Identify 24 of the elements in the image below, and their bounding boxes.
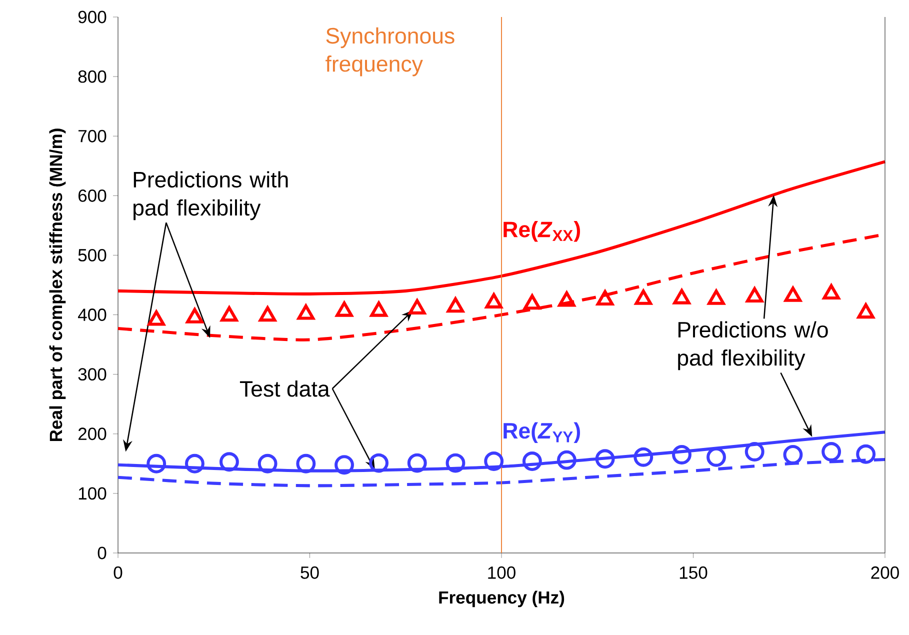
y-tick-label: 300: [78, 368, 106, 381]
y-tick-label: 0: [98, 546, 106, 560]
y-tick-label: 700: [78, 130, 106, 142]
x-tick-label: 100: [488, 566, 516, 579]
x-tick-label: 150: [680, 566, 708, 579]
y-axis-title: Real part of complex stiffness (MN/m): [49, 128, 66, 442]
annotation: Predictions with pad flexibility: [134, 171, 288, 220]
y-tick-label: 800: [78, 70, 106, 83]
y-tick-label: 600: [78, 189, 106, 202]
annotation: Re(Z$_{XX}$): [504, 221, 580, 242]
x-tick-label: 200: [871, 566, 899, 579]
annotation: Re(Z$_{YY}$): [504, 422, 580, 444]
annotation: Test data: [240, 380, 330, 397]
line-series: [116, 160, 887, 296]
annotation: Predictions w/o pad flexibility: [678, 321, 828, 370]
y-tick-label: 400: [78, 308, 106, 321]
ref-line-label: Synchronous frequency: [326, 27, 454, 76]
y-tick-label: 100: [78, 487, 106, 500]
x-axis-title: Frequency (Hz): [439, 590, 564, 608]
y-tick-label: 500: [78, 248, 106, 262]
y-tick-label: 900: [78, 10, 106, 24]
x-tick-label: 0: [114, 566, 122, 579]
x-tick-label: 50: [300, 566, 319, 579]
y-tick-label: 200: [78, 428, 106, 440]
